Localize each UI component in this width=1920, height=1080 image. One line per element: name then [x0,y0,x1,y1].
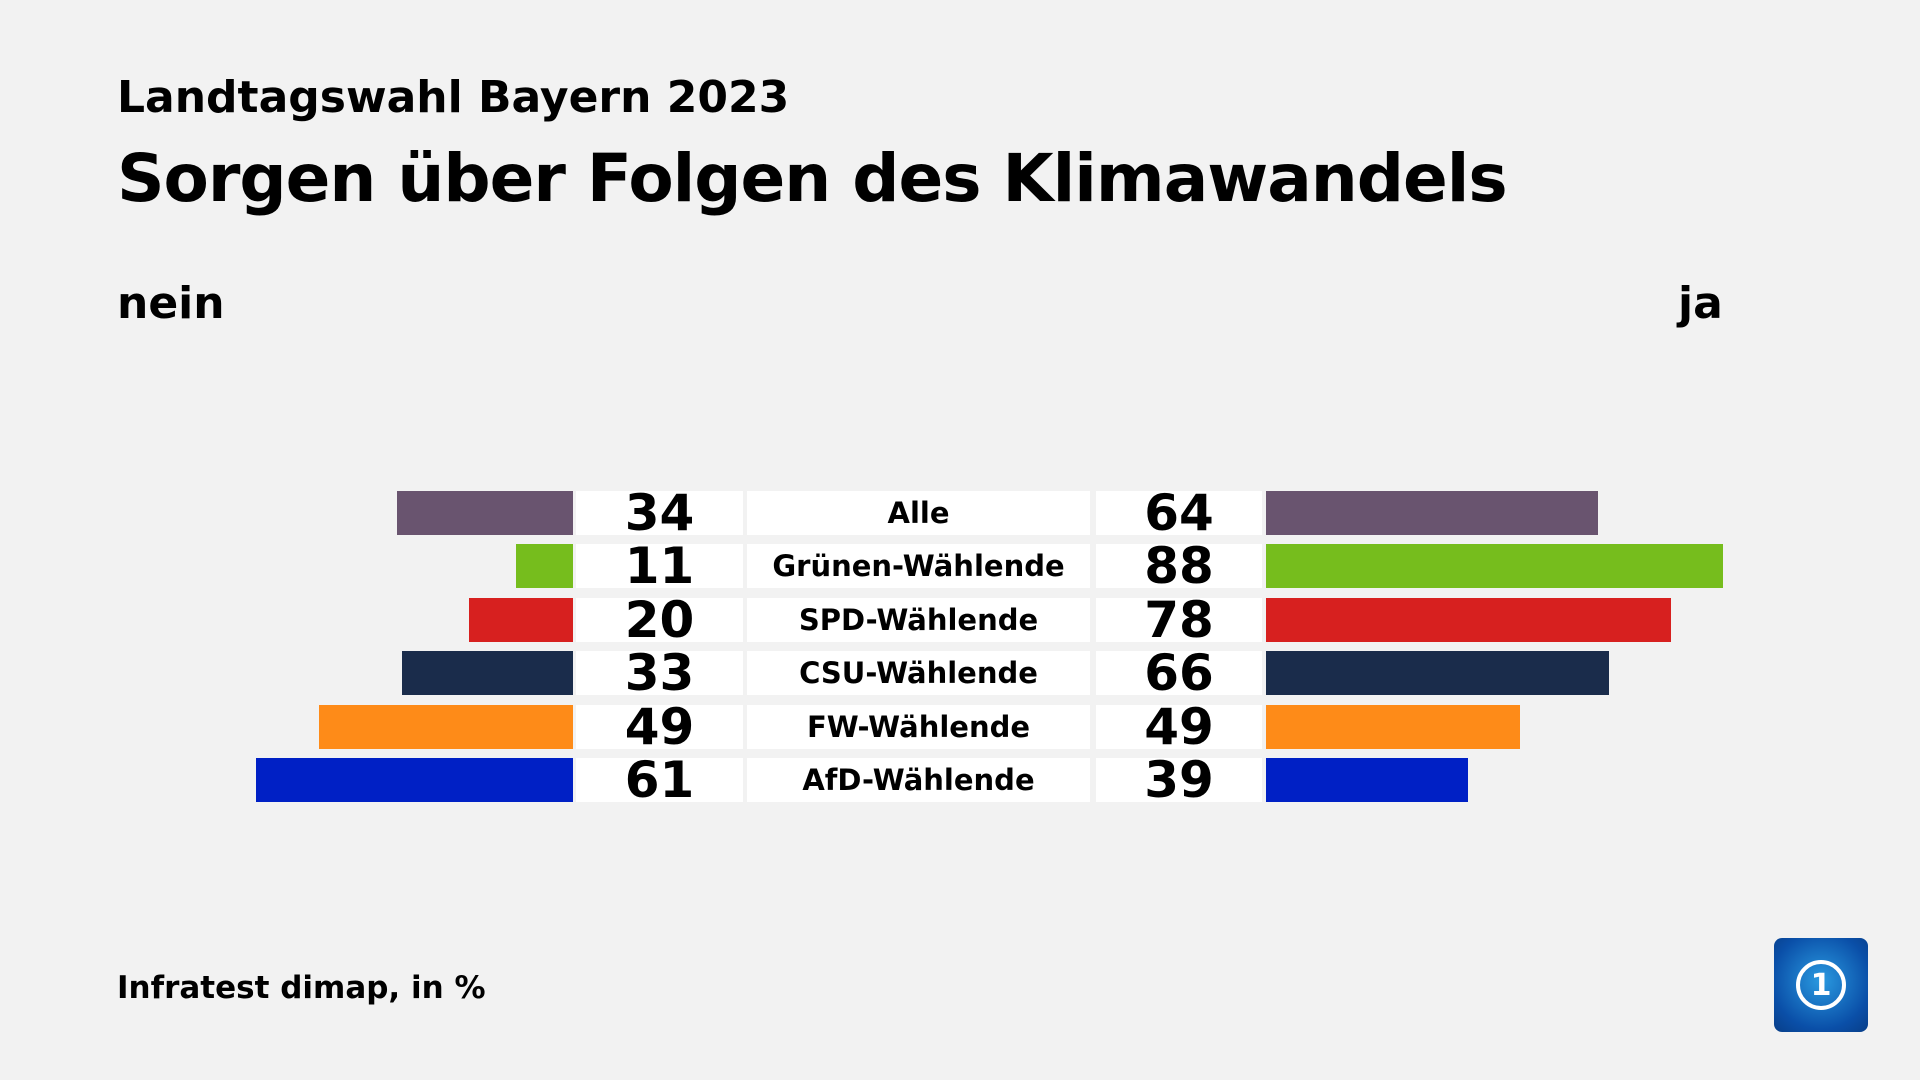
bar-ja [1266,704,1521,749]
source-note: Infratest dimap, in % [117,970,486,1006]
left-label: nein [117,278,225,329]
value-nein: 33 [576,644,743,702]
bar-ja [1266,758,1469,802]
bar-nein [396,491,573,535]
bar-nein [469,597,573,642]
bar-ja [1266,544,1723,589]
ard-logo-icon: 1 [1774,938,1868,1032]
chart-title: Sorgen über Folgen des Klimawandels [117,140,1508,217]
value-nein: 49 [576,698,743,756]
category-label: CSU-Wählende [747,651,1090,696]
value-nein: 20 [576,591,743,649]
logo-one: 1 [1796,960,1846,1010]
category-label: AfD-Wählende [747,758,1090,802]
bar-ja [1266,491,1599,535]
bar-nein [515,544,573,589]
value-nein: 11 [576,537,743,595]
category-label: Alle [747,491,1090,535]
bar-ja [1266,651,1609,696]
value-ja: 66 [1096,644,1262,702]
value-ja: 39 [1096,751,1262,809]
bar-ja [1266,597,1671,642]
category-label: FW-Wählende [747,704,1090,749]
value-ja: 88 [1096,537,1262,595]
bar-nein [318,704,573,749]
right-label: ja [1678,278,1723,329]
bar-nein [256,758,573,802]
value-nein: 34 [576,484,743,542]
value-ja: 78 [1096,591,1262,649]
category-label: SPD-Wählende [747,597,1090,642]
supertitle: Landtagswahl Bayern 2023 [117,72,790,123]
value-nein: 61 [576,751,743,809]
value-ja: 64 [1096,484,1262,542]
value-ja: 49 [1096,698,1262,756]
bar-nein [401,651,573,696]
category-label: Grünen-Wählende [747,544,1090,589]
